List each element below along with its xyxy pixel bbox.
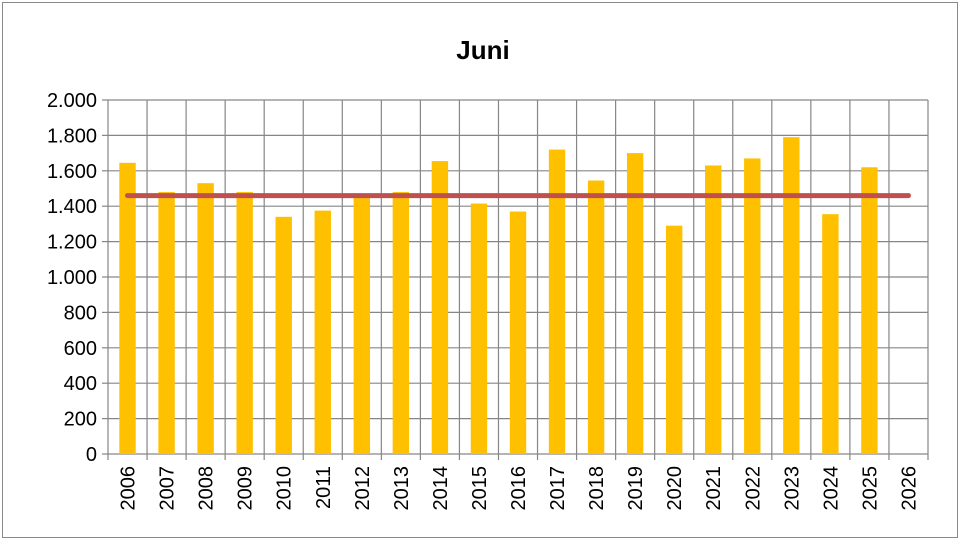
x-tick-label: 2023 (781, 466, 803, 511)
x-tick-label: 2013 (391, 466, 413, 511)
bar-layer (119, 137, 878, 455)
x-tick-label: 2022 (742, 466, 764, 511)
y-tick-label: 2.000 (47, 90, 97, 112)
x-tick-label: 2015 (469, 466, 491, 511)
bar-2011 (314, 210, 331, 454)
bar-2016 (509, 211, 527, 454)
x-tick-label: 2026 (898, 466, 920, 511)
axis-layer: 0 200 400 600 800 1.000 1.200 1.400 1.600 1.800 2.… (47, 90, 929, 511)
y-tick-label: 200 (64, 409, 97, 431)
x-tick-label: 2020 (664, 466, 686, 511)
y-tick-label: 0 (86, 444, 97, 466)
y-tick-label: 400 (64, 373, 97, 395)
bar-2009 (236, 192, 253, 455)
x-tick-label: 2008 (196, 466, 218, 511)
x-tick-label: 2014 (430, 466, 452, 511)
x-tick-label: 2006 (118, 466, 140, 511)
x-tick-label: 2019 (625, 466, 647, 511)
bar-2013 (392, 192, 410, 455)
x-tick-label: 2025 (859, 466, 881, 511)
bar-2015 (470, 203, 488, 454)
y-tick-label: 600 (64, 338, 97, 360)
bar-2025 (861, 167, 878, 454)
y-tick-label: 1.800 (47, 125, 97, 147)
y-tick-label: 1.000 (47, 267, 97, 289)
y-tick-label: 1.200 (47, 232, 97, 254)
bar-2010 (275, 216, 292, 454)
x-tick-label: 2017 (547, 466, 569, 511)
x-tick-label: 2018 (586, 466, 608, 511)
bar-2024 (822, 214, 839, 454)
bar-2023 (783, 137, 800, 455)
bar-2012 (353, 197, 371, 454)
x-tick-label: 2009 (235, 466, 257, 511)
bar-2022 (744, 158, 761, 454)
x-tick-label: 2016 (508, 466, 530, 511)
y-tick-label: 1.400 (47, 196, 97, 218)
bar-2020 (665, 225, 683, 454)
bar-2014 (431, 161, 449, 454)
bar-2007 (158, 192, 175, 455)
x-tick-label: 2011 (313, 466, 335, 509)
chart-frame: Juni 0 200 400 600 800 1.000 1.200 1.400 1.600 1.… (2, 2, 958, 538)
chart-title: Juni (456, 35, 509, 65)
bar-2018 (587, 180, 605, 454)
x-tick-label: 2010 (274, 466, 296, 511)
x-tick-label: 2021 (703, 466, 725, 511)
x-tick-label: 2024 (820, 466, 842, 511)
bar-2021 (705, 165, 722, 455)
x-tick-label: 2007 (157, 466, 179, 511)
y-tick-label: 800 (64, 302, 97, 324)
bar-2006 (119, 162, 136, 454)
bar-2008 (197, 183, 214, 454)
chart-svg: Juni 0 200 400 600 800 1.000 1.200 1.400 1.600 1.… (47, 35, 929, 511)
bar-2019 (626, 153, 644, 454)
x-tick-label: 2012 (352, 466, 374, 511)
bar-2017 (548, 149, 566, 454)
y-tick-label: 1.600 (47, 161, 97, 183)
